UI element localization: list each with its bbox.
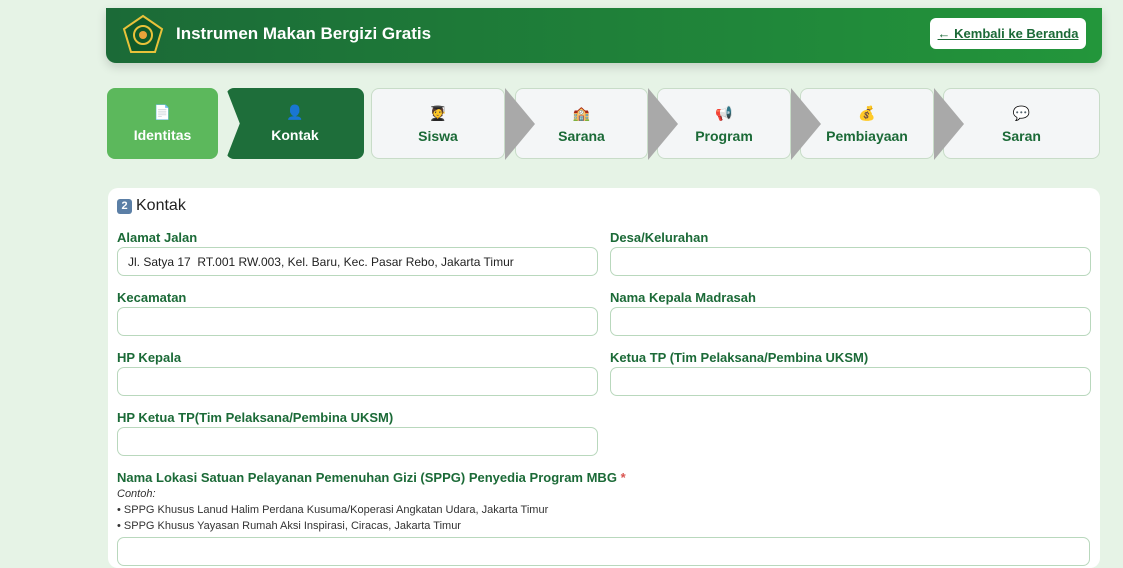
document-icon: 📄 [153, 104, 172, 120]
step-label: Identitas [133, 127, 192, 143]
hp-ketua-tp-input[interactable] [117, 427, 598, 456]
hp-kepala-input[interactable] [117, 367, 598, 396]
section-title: 2 Kontak [117, 197, 186, 215]
kepala-label: Nama Kepala Madrasah [610, 290, 756, 305]
section-number-badge: 2 [117, 198, 132, 214]
sppg-input[interactable] [117, 537, 1090, 566]
sppg-label-text: Nama Lokasi Satuan Pelayanan Pemenuhan G… [117, 470, 617, 485]
required-marker: * [620, 470, 626, 485]
step-identitas[interactable]: 📄 Identitas [107, 88, 218, 159]
hp-kepala-label: HP Kepala [117, 350, 182, 365]
step-kontak[interactable]: 👤 Kontak [226, 88, 364, 159]
sppg-label: Nama Lokasi Satuan Pelayanan Pemenuhan G… [117, 470, 626, 485]
step-label: Sarana [558, 128, 605, 144]
step-arrow [505, 88, 535, 160]
desa-input[interactable] [610, 247, 1091, 276]
step-arrow [791, 88, 821, 160]
step-sarana[interactable]: 🏫 Sarana [515, 88, 648, 159]
person-icon: 👤 [286, 104, 304, 120]
kepala-input[interactable] [610, 307, 1091, 336]
example-item: • SPPG Khusus Yayasan Rumah Aksi Inspira… [117, 520, 461, 532]
desa-label: Desa/Kelurahan [610, 230, 709, 245]
ketua-tp-input[interactable] [610, 367, 1091, 396]
kemenag-logo [122, 14, 164, 53]
example-item: • SPPG Khusus Lanud Halim Perdana Kusuma… [117, 504, 549, 516]
step-label: Siswa [418, 128, 458, 144]
step-siswa[interactable]: 🧑‍🎓 Siswa [371, 88, 505, 159]
back-to-home-link[interactable]: ← Kembali ke Beranda [930, 18, 1086, 49]
step-arrow [648, 88, 678, 160]
app-title: Instrumen Makan Bergizi Gratis [176, 24, 432, 43]
step-arrow [934, 88, 964, 160]
step-label: Saran [1002, 128, 1041, 144]
kecamatan-input[interactable] [117, 307, 598, 336]
student-icon: 🧑‍🎓 [429, 105, 447, 121]
megaphone-icon: 📢 [715, 105, 733, 121]
alamat-label: Alamat Jalan [117, 230, 198, 245]
example-title: Contoh: [117, 488, 156, 500]
step-label: Kontak [271, 127, 319, 143]
school-icon: 🏫 [572, 105, 591, 121]
section-title-text: Kontak [136, 197, 186, 214]
step-program[interactable]: 📢 Program [657, 88, 791, 159]
step-saran[interactable]: 💬 Saran [943, 88, 1100, 159]
step-label: Pembiayaan [826, 128, 908, 144]
money-bag-icon: 💰 [858, 105, 876, 121]
speech-bubble-icon: 💬 [1012, 105, 1031, 121]
app-header: Instrumen Makan Bergizi Gratis ← Kembali… [106, 8, 1102, 63]
step-pembiayaan[interactable]: 💰 Pembiayaan [800, 88, 934, 159]
ketua-tp-label: Ketua TP (Tim Pelaksana/Pembina UKSM) [610, 350, 869, 365]
hp-ketua-tp-label: HP Ketua TP(Tim Pelaksana/Pembina UKSM) [117, 410, 394, 425]
alamat-input[interactable] [117, 247, 598, 276]
step-label: Program [695, 128, 753, 144]
kecamatan-label: Kecamatan [117, 290, 187, 305]
